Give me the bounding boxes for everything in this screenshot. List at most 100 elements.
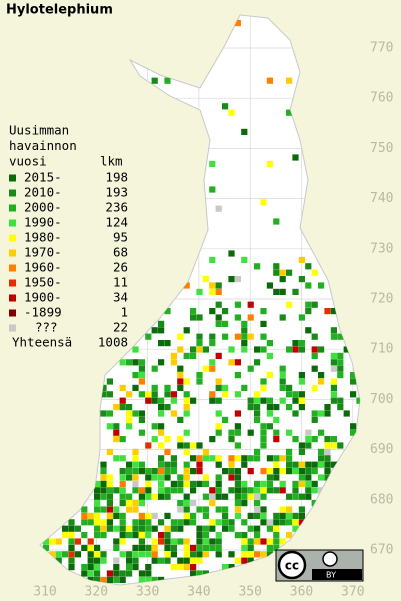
observation-square — [318, 372, 325, 379]
observation-square — [273, 429, 280, 436]
observation-square — [241, 519, 248, 526]
observation-square — [183, 544, 190, 551]
observation-square — [106, 570, 113, 577]
observation-square — [337, 404, 344, 411]
observation-square — [170, 397, 177, 404]
observation-square — [260, 519, 267, 526]
observation-square — [215, 487, 222, 494]
observation-square — [170, 359, 177, 366]
observation-square — [260, 199, 267, 206]
observation-square — [286, 532, 293, 539]
observation-square — [292, 436, 299, 443]
observation-square — [196, 333, 203, 340]
northing-label: 670 — [370, 543, 393, 558]
observation-square — [254, 480, 261, 487]
observation-square — [305, 327, 312, 334]
observation-square — [247, 314, 254, 321]
observation-square — [209, 160, 216, 167]
observation-square — [324, 436, 331, 443]
observation-square — [279, 314, 286, 321]
observation-square — [138, 359, 145, 366]
observation-square — [170, 461, 177, 468]
observation-square — [266, 410, 273, 417]
observation-square — [190, 442, 197, 449]
observation-square — [298, 391, 305, 398]
observation-square — [343, 346, 350, 353]
observation-square — [311, 365, 318, 372]
observation-square — [190, 487, 197, 494]
observation-square — [177, 564, 184, 571]
observation-square — [215, 532, 222, 539]
observation-square — [241, 480, 248, 487]
observation-square — [202, 276, 209, 283]
observation-square — [356, 397, 360, 404]
observation-square — [119, 480, 126, 487]
observation-square — [260, 512, 267, 519]
observation-square — [132, 551, 139, 558]
observation-square — [126, 359, 133, 366]
observation-square — [266, 474, 273, 481]
observation-square — [260, 436, 267, 443]
observation-square — [337, 397, 344, 404]
observation-square — [254, 391, 261, 398]
observation-square — [330, 397, 337, 404]
observation-square — [170, 487, 177, 494]
observation-square — [106, 448, 113, 455]
observation-square — [177, 506, 184, 513]
observation-square — [247, 525, 254, 532]
observation-square — [132, 480, 139, 487]
observation-square — [305, 308, 312, 315]
observation-square — [126, 564, 133, 571]
observation-square — [49, 538, 56, 545]
observation-square — [318, 448, 325, 455]
observation-square — [113, 576, 120, 583]
observation-square — [286, 346, 293, 353]
observation-square — [247, 493, 254, 500]
legend-label: 1900- — [24, 290, 62, 305]
observation-square — [170, 551, 177, 558]
observation-square — [126, 493, 133, 500]
observation-square — [228, 564, 235, 571]
observation-square — [330, 359, 337, 366]
observation-square — [234, 391, 241, 398]
observation-square — [234, 276, 241, 283]
observation-square — [209, 455, 216, 462]
observation-square — [318, 461, 325, 468]
northing-label: 720 — [370, 292, 393, 307]
observation-square — [132, 506, 139, 513]
by-icon — [322, 551, 338, 567]
observation-square — [311, 436, 318, 443]
observation-square — [145, 570, 152, 577]
observation-square — [350, 429, 357, 436]
observation-square — [292, 487, 299, 494]
observation-square — [234, 423, 241, 430]
observation-square — [298, 468, 305, 475]
observation-square — [151, 576, 158, 583]
observation-square — [183, 378, 190, 385]
observation-square — [241, 532, 248, 539]
observation-square — [94, 544, 101, 551]
observation-square — [266, 372, 273, 379]
observation-square — [177, 487, 184, 494]
observation-square — [87, 519, 94, 526]
observation-square — [266, 455, 273, 462]
observation-square — [151, 384, 158, 391]
observation-square — [158, 320, 165, 327]
observation-square — [119, 519, 126, 526]
observation-square — [279, 512, 286, 519]
observation-square — [292, 525, 299, 532]
observation-square — [119, 500, 126, 507]
observation-square — [292, 391, 299, 398]
observation-square — [209, 186, 216, 193]
observation-square — [234, 314, 241, 321]
observation-square — [254, 416, 261, 423]
observation-square — [305, 263, 312, 270]
observation-square — [126, 570, 133, 577]
observation-square — [177, 378, 184, 385]
observation-square — [158, 359, 165, 366]
observation-square — [311, 468, 318, 475]
observation-square — [106, 525, 113, 532]
observation-square — [260, 333, 267, 340]
observation-square — [305, 436, 312, 443]
observation-square — [234, 500, 241, 507]
